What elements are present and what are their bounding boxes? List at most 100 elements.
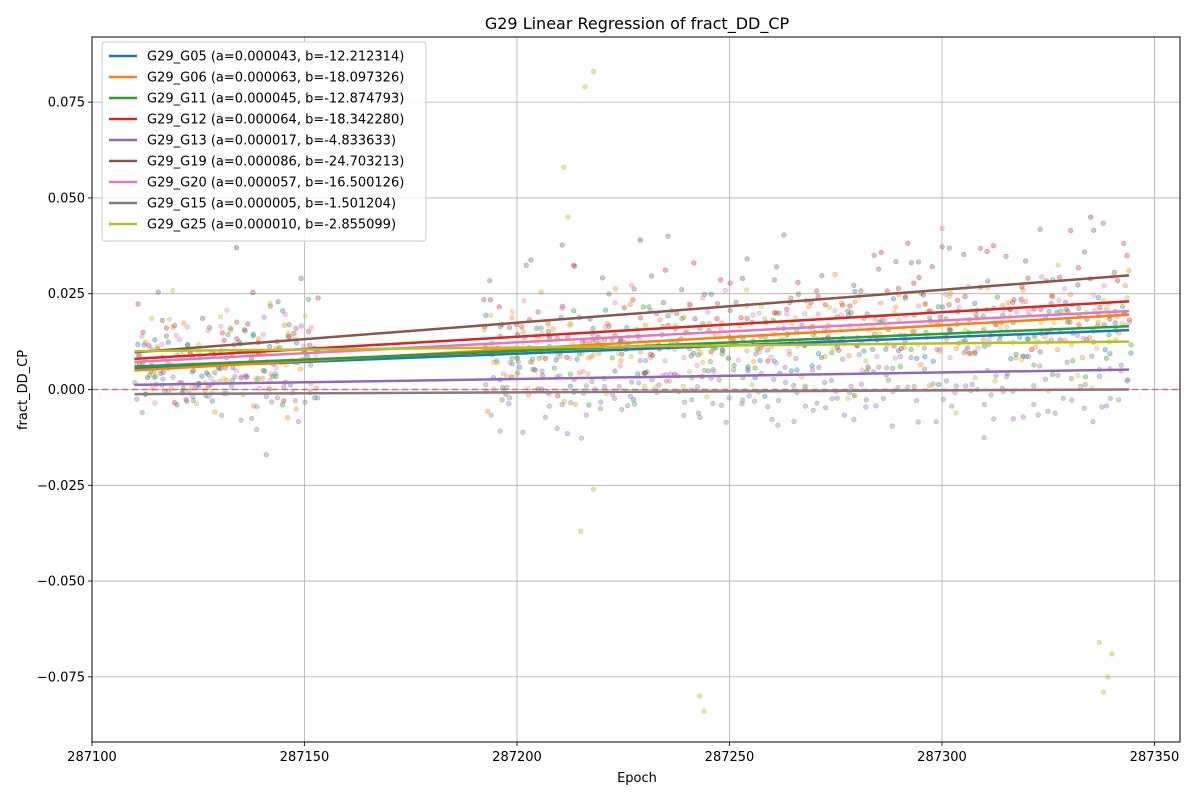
- data-point: [752, 365, 758, 371]
- data-point: [816, 364, 822, 370]
- data-point: [642, 370, 649, 376]
- data-point: [298, 323, 304, 329]
- data-point: [641, 370, 647, 376]
- data-point: [874, 353, 880, 360]
- data-point: [665, 313, 671, 319]
- data-point: [686, 301, 692, 307]
- data-point: [644, 369, 650, 375]
- data-point: [985, 278, 991, 284]
- data-point: [815, 350, 822, 357]
- data-point: [564, 354, 570, 360]
- data-point: [984, 248, 990, 255]
- data-point: [190, 368, 197, 374]
- data-point: [295, 418, 302, 425]
- data-point: [535, 309, 541, 315]
- data-point: [667, 378, 673, 384]
- data-point: [784, 306, 790, 312]
- data-point: [185, 341, 191, 348]
- data-point: [930, 381, 936, 387]
- data-point: [481, 297, 487, 303]
- data-point: [302, 313, 308, 319]
- data-point: [802, 311, 808, 317]
- data-point: [519, 324, 525, 330]
- data-point: [689, 397, 695, 403]
- data-point: [775, 422, 781, 428]
- data-point: [707, 359, 713, 365]
- data-point: [583, 412, 589, 418]
- data-point: [1020, 353, 1026, 359]
- data-point: [908, 260, 914, 266]
- data-point: [281, 384, 287, 390]
- data-point: [550, 326, 556, 332]
- data-point: [1031, 335, 1037, 341]
- data-point: [159, 341, 165, 347]
- data-point: [250, 289, 256, 296]
- data-point: [686, 368, 693, 375]
- data-point: [292, 398, 299, 404]
- data-point: [832, 271, 838, 278]
- data-point: [559, 303, 566, 310]
- data-point: [205, 327, 211, 334]
- data-point: [662, 267, 669, 273]
- data-point: [975, 345, 981, 351]
- data-point: [629, 379, 635, 385]
- data-point: [845, 395, 851, 401]
- data-point: [238, 374, 244, 380]
- data-point: [618, 358, 624, 364]
- data-point: [1020, 287, 1026, 293]
- data-point: [897, 364, 903, 370]
- data-point: [507, 359, 513, 365]
- data-point: [534, 325, 540, 331]
- data-point: [876, 364, 882, 370]
- data-point: [851, 282, 857, 288]
- data-point: [585, 371, 591, 377]
- data-point: [606, 323, 612, 329]
- data-point: [530, 356, 536, 362]
- data-point: [628, 354, 634, 360]
- data-point: [657, 317, 663, 323]
- data-point: [163, 333, 169, 339]
- data-point: [514, 372, 520, 378]
- data-point: [281, 398, 287, 404]
- data-point: [1116, 397, 1122, 403]
- data-point: [621, 305, 627, 311]
- data-point: [141, 342, 147, 348]
- data-point: [604, 320, 611, 327]
- data-point: [753, 351, 759, 357]
- data-point: [838, 300, 845, 306]
- data-point: [1020, 299, 1026, 305]
- data-point: [937, 314, 943, 320]
- data-point: [199, 315, 206, 322]
- data-point: [863, 358, 869, 364]
- data-point: [267, 300, 273, 307]
- data-point: [181, 320, 187, 326]
- data-point: [905, 384, 911, 390]
- data-point: [872, 316, 878, 322]
- data-point: [269, 374, 276, 380]
- data-point: [776, 310, 782, 316]
- data-point: [590, 325, 596, 332]
- data-point: [293, 406, 299, 412]
- legend-entry: G29_G19 (a=0.000086, b=-24.703213): [147, 155, 404, 170]
- data-point: [788, 368, 795, 374]
- data-point: [483, 382, 489, 388]
- x-axis-ticks: 287100 287150 287200 287250 287300 287350: [67, 742, 1179, 765]
- data-point: [642, 322, 648, 328]
- data-point: [827, 304, 833, 311]
- outlier-point: [582, 84, 588, 90]
- data-point: [961, 350, 967, 356]
- data-point: [1014, 309, 1020, 315]
- data-point: [1091, 292, 1097, 298]
- data-point: [828, 377, 835, 384]
- data-point: [165, 339, 171, 345]
- data-point: [735, 357, 741, 363]
- data-point: [1010, 299, 1016, 306]
- data-point: [834, 395, 840, 401]
- data-point: [922, 301, 928, 307]
- data-point: [568, 321, 574, 327]
- data-point: [765, 358, 771, 364]
- data-point: [895, 348, 902, 354]
- data-point: [574, 356, 580, 362]
- data-point: [171, 323, 178, 329]
- data-point: [754, 346, 760, 352]
